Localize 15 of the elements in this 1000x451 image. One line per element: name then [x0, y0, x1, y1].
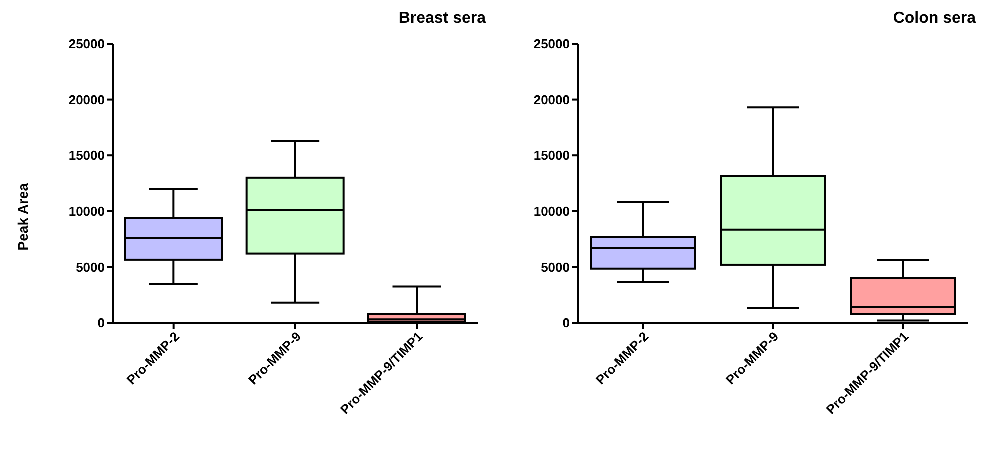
y-tick-label: 10000 — [534, 204, 570, 220]
chart-title: Colon sera — [893, 10, 976, 28]
y-tick-label: 20000 — [534, 92, 570, 108]
y-axis-title: Peak Area — [14, 183, 31, 251]
y-tick-label: 20000 — [68, 92, 105, 108]
y-tick-label: 15000 — [68, 148, 105, 164]
y-tick-label: 0 — [562, 316, 570, 331]
y-tick-label: 0 — [98, 316, 105, 331]
y-tick-label: 25000 — [68, 36, 105, 52]
y-tick-label: 25000 — [534, 36, 570, 52]
y-tick-label: 10000 — [68, 204, 105, 220]
y-tick-label: 5000 — [76, 260, 105, 275]
y-tick-label: 15000 — [534, 148, 570, 164]
y-tick-label: 5000 — [541, 260, 570, 275]
chart-title: Breast sera — [398, 10, 486, 28]
